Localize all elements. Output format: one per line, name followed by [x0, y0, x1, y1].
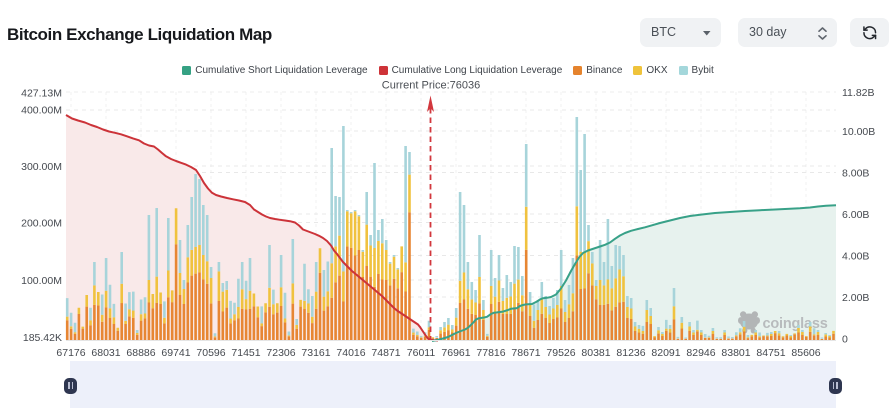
svg-text:Current Price:76036: Current Price:76036 [382, 80, 480, 92]
svg-text:300.00M: 300.00M [21, 161, 62, 173]
svg-text:80381: 80381 [581, 347, 610, 359]
svg-text:4.00B: 4.00B [842, 251, 869, 263]
svg-text:76961: 76961 [441, 347, 470, 359]
svg-text:82946: 82946 [686, 347, 715, 359]
svg-text:79526: 79526 [546, 347, 575, 359]
svg-text:6.00B: 6.00B [842, 209, 869, 221]
svg-text:81236: 81236 [616, 347, 645, 359]
svg-text:200.00M: 200.00M [21, 218, 62, 230]
svg-text:71451: 71451 [231, 347, 260, 359]
svg-text:100.00M: 100.00M [21, 275, 62, 287]
svg-text:82091: 82091 [651, 347, 680, 359]
svg-text:68031: 68031 [91, 347, 120, 359]
svg-text:83801: 83801 [721, 347, 750, 359]
svg-text:74016: 74016 [336, 347, 365, 359]
svg-text:74871: 74871 [371, 347, 400, 359]
svg-text:78671: 78671 [511, 347, 540, 359]
svg-text:0: 0 [842, 334, 848, 346]
svg-text:coinglass: coinglass [763, 316, 828, 332]
svg-text:70596: 70596 [196, 347, 225, 359]
svg-text:2.00B: 2.00B [842, 292, 869, 304]
svg-text:69741: 69741 [161, 347, 190, 359]
svg-text:185.42K: 185.42K [23, 332, 62, 344]
svg-text:427.13M: 427.13M [21, 88, 62, 100]
svg-text:10.00B: 10.00B [842, 126, 875, 138]
svg-text:68886: 68886 [126, 347, 155, 359]
svg-text:85606: 85606 [791, 347, 820, 359]
svg-text:67176: 67176 [56, 347, 85, 359]
svg-text:73161: 73161 [301, 347, 330, 359]
svg-text:76011: 76011 [407, 347, 436, 359]
svg-text:400.00M: 400.00M [21, 105, 62, 117]
svg-text:8.00B: 8.00B [842, 168, 869, 180]
svg-text:77816: 77816 [476, 347, 505, 359]
svg-text:84751: 84751 [756, 347, 785, 359]
svg-text:11.82B: 11.82B [842, 87, 875, 99]
svg-text:72306: 72306 [266, 347, 295, 359]
